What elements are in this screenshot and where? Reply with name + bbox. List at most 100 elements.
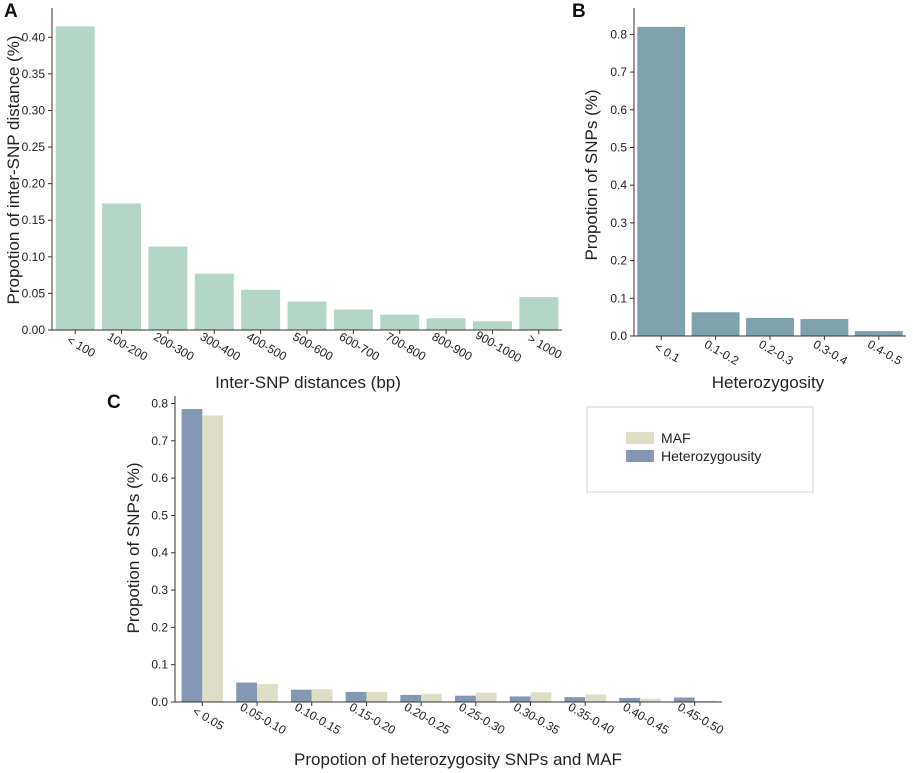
panel-a-y-label: Propotion of inter-SNP distance (%) [4,36,23,305]
x-tick-label: 0.10-0.15 [292,700,343,738]
x-tick-label: 0.40-0.45 [620,700,671,738]
bar-3 [194,273,234,330]
panel-c-x-label: Propotion of heterozygosity SNPs and MAF [294,750,622,769]
x-tick-label: 300-400 [198,329,243,363]
y-tick-label: 0.8 [610,27,627,41]
x-tick-label: 0.3-0.4 [811,337,851,368]
y-tick-label: 0.6 [610,103,627,117]
panel-b-y-label: Propotion of SNPs (%) [582,89,601,260]
x-tick-label: 400-500 [244,329,289,363]
bar-4 [854,331,903,336]
bar-heterozygousity-9 [673,697,695,702]
bar-maf-0 [202,415,224,702]
y-tick-label: 0.3 [610,216,627,230]
x-tick-label: 200-300 [151,329,196,363]
x-tick-label: 0.30-0.35 [511,700,562,738]
x-tick-label: < 0.05 [190,704,226,733]
x-tick-label: 0.1-0.2 [702,337,742,368]
y-tick-label: 0.1 [610,291,627,305]
y-tick-label: 0.5 [610,140,627,154]
panel-b-y-ticks: 0.0 0.1 0.2 0.3 0.4 0.5 0.6 0.7 0.8 [610,27,634,343]
bar-heterozygousity-3 [345,691,367,702]
panel-a: A 0.00 0.05 0.10 0.15 0.20 0.25 0.30 0.35 0.40 <… [4,1,565,392]
bar-maf-5 [475,692,497,702]
y-tick-label: 0.1 [151,658,168,672]
bar-7 [380,314,420,330]
bar-10 [519,297,559,330]
bar-maf-7 [585,694,607,702]
x-tick-label: 0.45-0.50 [675,700,726,738]
bar-maf-1 [257,684,278,702]
bar-4 [241,289,281,330]
x-tick-label: 800-900 [430,329,475,363]
panel-a-x-label: Inter-SNP distances (bp) [215,373,401,392]
y-tick-label: 0.40 [22,30,46,44]
bar-maf-4 [421,693,442,702]
legend-label-heterozygousity: Heterozygousity [661,448,761,464]
bar-maf-9 [694,700,716,702]
bar-heterozygousity-4 [400,694,422,702]
x-tick-label: 600-700 [337,329,382,363]
y-tick-label: 0.0 [151,695,168,709]
x-tick-label: 0.15-0.20 [347,700,398,738]
panel-a-y-ticks: 0.00 0.05 0.10 0.15 0.20 0.25 0.30 0.35 0.40 [22,30,52,337]
y-tick-label: 0.4 [151,546,168,560]
panel-c-bars [181,409,716,702]
bar-0 [637,26,686,336]
panel-letter-a: A [4,1,18,22]
panel-c-x-ticks: < 0.05 0.05-0.10 0.10-0.15 0.15-0.20 0.20-0.… [190,700,726,738]
panel-a-x-ticks: < 100 100-200 200-300 300-400 400-500 500-600… [65,328,565,366]
panel-b-x-label: Heterozygosity [712,373,825,392]
y-tick-label: 0.7 [151,434,168,448]
y-tick-label: 0.0 [610,329,627,343]
y-tick-label: 0.4 [610,178,627,192]
legend-label-maf: MAF [661,430,691,446]
panel-letter-c: C [107,392,121,413]
y-tick-label: 0.3 [151,583,168,597]
y-tick-label: 0.30 [22,103,46,117]
bar-8 [426,318,466,330]
x-tick-label: 0.25-0.30 [456,700,507,738]
bar-maf-6 [530,692,552,702]
y-tick-label: 0.00 [22,323,46,337]
bar-3 [800,319,849,336]
y-tick-label: 0.7 [610,65,627,79]
panel-a-bars [55,26,559,331]
x-tick-label: 0.2-0.3 [756,337,796,368]
bar-maf-3 [366,691,388,702]
panel-c-y-ticks: 0.0 0.1 0.2 0.3 0.4 0.5 0.6 0.7 0.8 [151,396,175,709]
x-tick-label: 100-200 [105,329,150,363]
legend-swatch-heterozygousity [626,450,654,462]
x-tick-label: 0.35-0.40 [566,700,617,738]
bar-heterozygousity-1 [236,682,258,702]
bar-maf-8 [639,698,661,702]
y-tick-label: 0.2 [151,620,168,634]
x-tick-label: > 1000 [525,331,564,362]
panel-c: C 0.0 0.1 0.2 0.3 0.4 0.5 0.6 0.7 0.8 < 0.05 0.05… [107,392,814,769]
panel-b-bars [637,26,903,336]
panel-letter-b: B [572,1,586,22]
panel-c-y-label: Propotion of SNPs (%) [124,462,143,633]
bar-9 [472,321,512,330]
x-tick-label: 900-1000 [473,328,524,366]
panel-b-x-ticks: < 0.1 0.1-0.2 0.2-0.3 0.3-0.4 0.4-0.5 [652,336,905,368]
x-tick-label: 0.05-0.10 [238,700,289,738]
y-tick-label: 0.2 [610,254,627,268]
y-tick-label: 0.10 [22,250,46,264]
x-tick-label: 0.20-0.25 [402,700,453,738]
bar-1 [691,312,740,336]
x-tick-label: 500-600 [290,329,335,363]
x-tick-label: < 100 [65,333,99,360]
y-tick-label: 0.15 [22,213,46,227]
x-tick-label: < 0.1 [652,340,683,366]
y-tick-label: 0.6 [151,471,168,485]
y-tick-label: 0.25 [22,140,46,154]
y-tick-label: 0.8 [151,396,168,410]
bar-heterozygousity-6 [509,696,531,702]
panel-b: B 0.0 0.1 0.2 0.3 0.4 0.5 0.6 0.7 0.8 < 0.1 0.1-0… [572,1,906,392]
bar-heterozygousity-0 [181,409,203,702]
bar-maf-2 [311,689,333,702]
bar-0 [55,26,95,331]
bar-6 [333,309,373,330]
